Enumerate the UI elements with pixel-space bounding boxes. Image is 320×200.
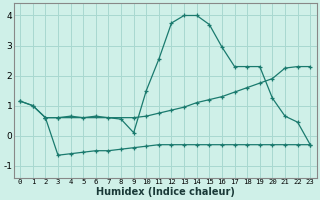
X-axis label: Humidex (Indice chaleur): Humidex (Indice chaleur) xyxy=(96,187,235,197)
